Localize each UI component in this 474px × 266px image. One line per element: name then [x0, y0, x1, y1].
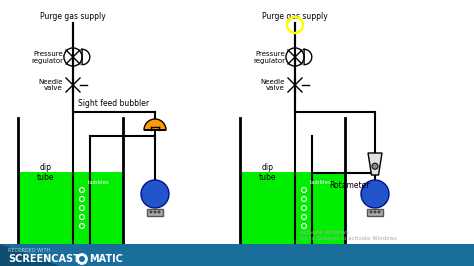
- Text: MATIC: MATIC: [89, 254, 123, 264]
- Polygon shape: [368, 153, 382, 175]
- Circle shape: [370, 210, 373, 214]
- Text: bubbles: bubbles: [88, 180, 110, 185]
- Text: dip
tube: dip tube: [37, 163, 55, 182]
- Text: Purge gas supply: Purge gas supply: [40, 12, 106, 21]
- Bar: [147, 209, 163, 215]
- Text: Activate Windows
Go to Settings to activate Windows: Activate Windows Go to Settings to activ…: [300, 230, 397, 241]
- Text: dip
tube: dip tube: [259, 163, 277, 182]
- Polygon shape: [144, 119, 166, 130]
- Circle shape: [157, 210, 161, 214]
- Circle shape: [372, 163, 378, 169]
- Text: Rotameter: Rotameter: [329, 181, 370, 190]
- Text: SCREENCAST: SCREENCAST: [8, 254, 80, 264]
- Circle shape: [76, 253, 88, 264]
- Text: Needle
valve: Needle valve: [261, 78, 285, 92]
- Bar: [240, 172, 345, 253]
- Text: Pressure
regulator: Pressure regulator: [253, 51, 285, 64]
- Circle shape: [141, 180, 169, 208]
- Circle shape: [377, 210, 381, 214]
- Circle shape: [149, 210, 153, 214]
- Circle shape: [154, 210, 156, 214]
- Bar: [0, 244, 474, 266]
- Polygon shape: [0, 244, 60, 266]
- Text: Pressure
regulator: Pressure regulator: [31, 51, 63, 64]
- Circle shape: [361, 180, 389, 208]
- Text: Needle
valve: Needle valve: [38, 78, 63, 92]
- Bar: [367, 209, 383, 215]
- Bar: [18, 172, 123, 253]
- Text: RECORDED WITH: RECORDED WITH: [8, 248, 50, 253]
- Text: bubbles: bubbles: [310, 180, 332, 185]
- Text: Purge gas supply: Purge gas supply: [262, 12, 328, 21]
- Text: Sight feed bubbler: Sight feed bubbler: [78, 99, 150, 108]
- Circle shape: [374, 210, 376, 214]
- Circle shape: [79, 256, 85, 262]
